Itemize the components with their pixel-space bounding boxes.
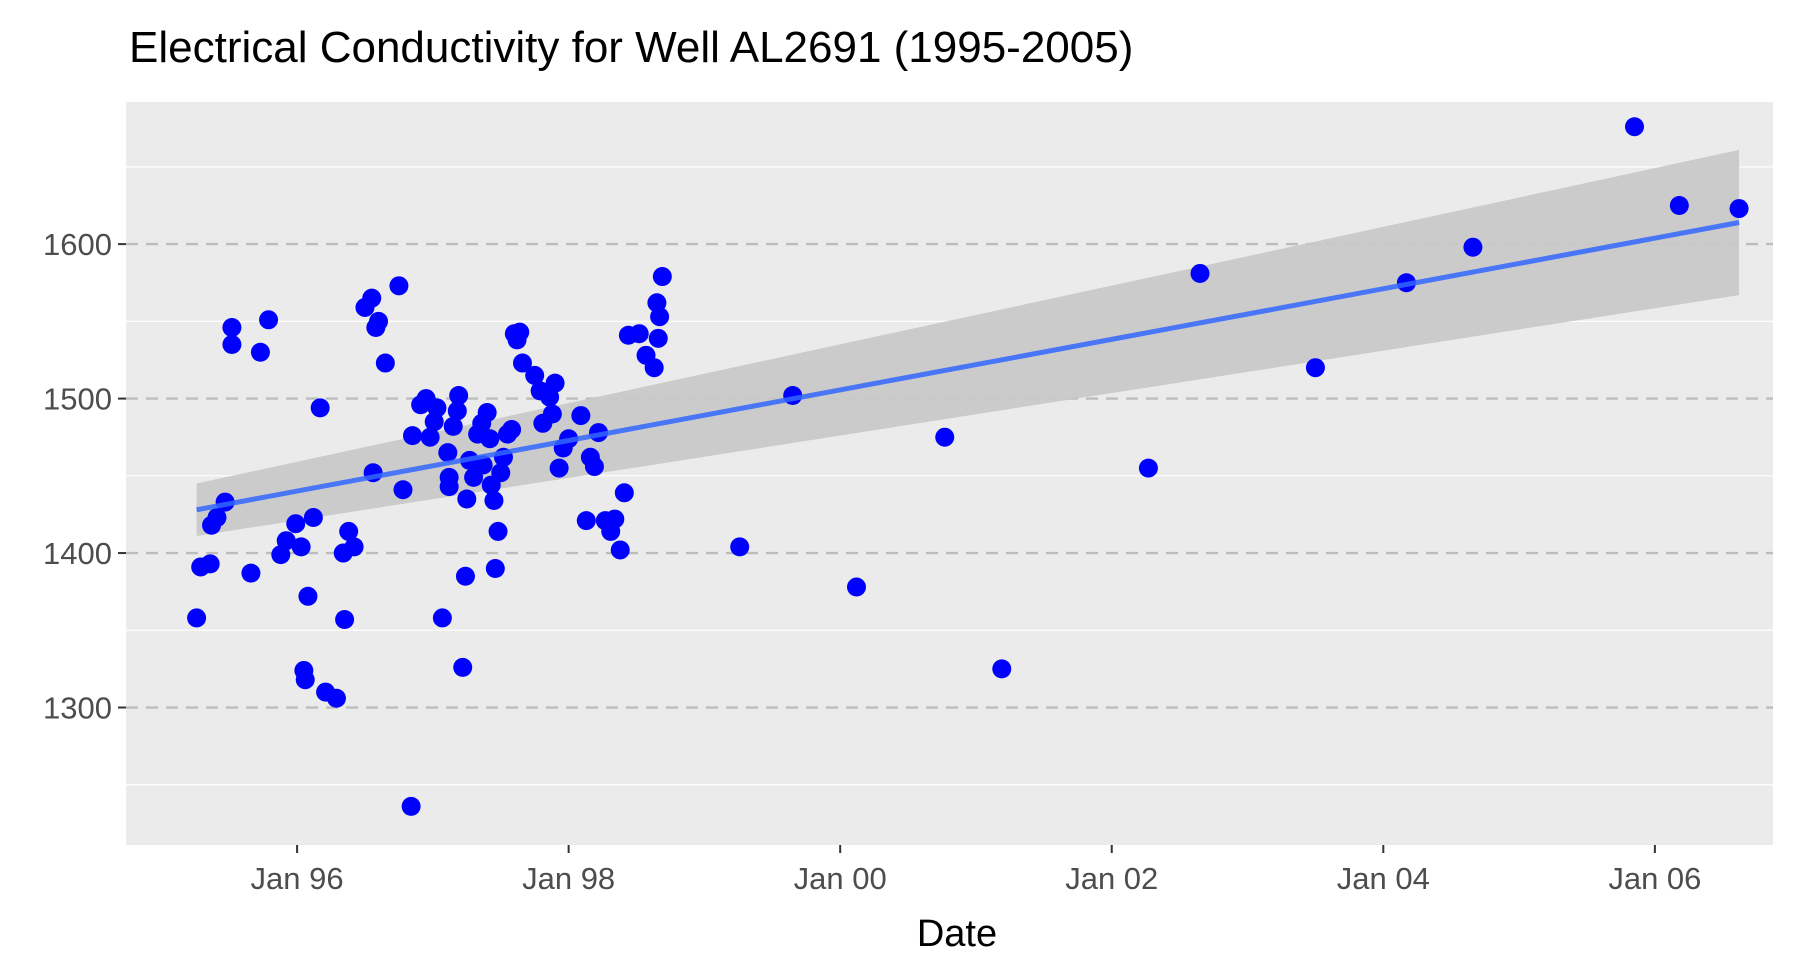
data-point	[455, 566, 475, 586]
data-point	[992, 659, 1012, 679]
data-point	[427, 398, 447, 418]
data-point	[1669, 195, 1689, 215]
data-point	[614, 483, 634, 503]
data-point	[1463, 237, 1483, 257]
data-point	[473, 455, 493, 475]
data-point	[420, 427, 440, 447]
data-point	[344, 537, 364, 557]
data-point	[259, 310, 279, 330]
data-point	[571, 406, 591, 426]
data-point	[222, 318, 242, 338]
data-point	[453, 657, 473, 677]
data-point	[652, 267, 672, 287]
data-point	[542, 404, 562, 424]
data-point	[485, 558, 505, 578]
data-point	[480, 429, 500, 449]
data-point	[401, 796, 421, 816]
data-point	[298, 586, 318, 606]
data-point	[650, 307, 670, 327]
data-point	[393, 480, 413, 500]
data-point	[291, 537, 311, 557]
data-point	[222, 335, 242, 355]
data-point	[1138, 458, 1158, 478]
data-point	[484, 491, 504, 511]
data-point	[648, 328, 668, 348]
y-tick-label: 1500	[43, 382, 112, 417]
data-point	[362, 288, 382, 308]
data-point	[644, 358, 664, 378]
x-tick-label: Jan 04	[1337, 861, 1430, 896]
data-point	[439, 477, 459, 497]
data-point	[549, 458, 569, 478]
data-point	[488, 521, 508, 541]
y-axis: 1300 1400 1500 1600	[43, 227, 126, 726]
chart-title: Electrical Conductivity for Well AL2691 …	[129, 23, 1133, 72]
data-point	[295, 670, 315, 690]
data-point	[935, 427, 955, 447]
data-point	[303, 508, 323, 528]
data-point	[491, 463, 511, 483]
x-axis: Jan 96 Jan 98 Jan 00 Jan 02 Jan 04 Jan 06	[251, 845, 1701, 896]
data-point	[1190, 263, 1210, 283]
x-tick-label: Jan 02	[1065, 861, 1158, 896]
data-point	[1625, 117, 1645, 137]
data-point	[438, 443, 458, 463]
y-tick-label: 1300	[43, 691, 112, 726]
data-point	[200, 554, 220, 574]
data-point	[447, 401, 467, 421]
data-point	[1729, 199, 1749, 219]
x-tick-label: Jan 00	[794, 861, 887, 896]
data-point	[457, 489, 477, 509]
data-point	[576, 511, 596, 531]
x-tick-label: Jan 96	[251, 861, 344, 896]
data-point	[525, 365, 545, 385]
data-point	[432, 608, 452, 628]
data-point	[449, 385, 469, 405]
y-tick-label: 1600	[43, 227, 112, 262]
data-point	[584, 457, 604, 477]
data-point	[369, 311, 389, 331]
data-point	[545, 373, 565, 393]
data-point	[326, 688, 346, 708]
data-point	[402, 426, 422, 446]
data-point	[610, 540, 630, 560]
data-point	[207, 508, 227, 528]
x-tick-label: Jan 98	[522, 861, 615, 896]
data-point	[187, 608, 207, 628]
data-point	[276, 531, 296, 551]
data-points	[187, 117, 1749, 816]
data-point	[375, 353, 395, 373]
x-tick-label: Jan 06	[1608, 861, 1701, 896]
data-point	[250, 342, 270, 362]
data-point	[443, 416, 463, 436]
data-point	[339, 521, 359, 541]
trend-line	[196, 220, 1740, 513]
data-point	[510, 322, 530, 342]
data-point	[502, 419, 522, 439]
y-tick-label: 1400	[43, 536, 112, 571]
data-point	[389, 276, 409, 296]
data-point	[846, 577, 866, 597]
data-point	[605, 509, 625, 529]
data-point	[310, 398, 330, 418]
data-point	[241, 563, 261, 583]
data-point	[512, 353, 532, 373]
data-point	[730, 537, 750, 557]
data-point	[477, 402, 497, 422]
data-point	[286, 514, 306, 534]
x-axis-title: Date	[917, 913, 997, 955]
data-point	[1305, 358, 1325, 378]
data-point	[335, 609, 355, 629]
data-point	[629, 324, 649, 344]
